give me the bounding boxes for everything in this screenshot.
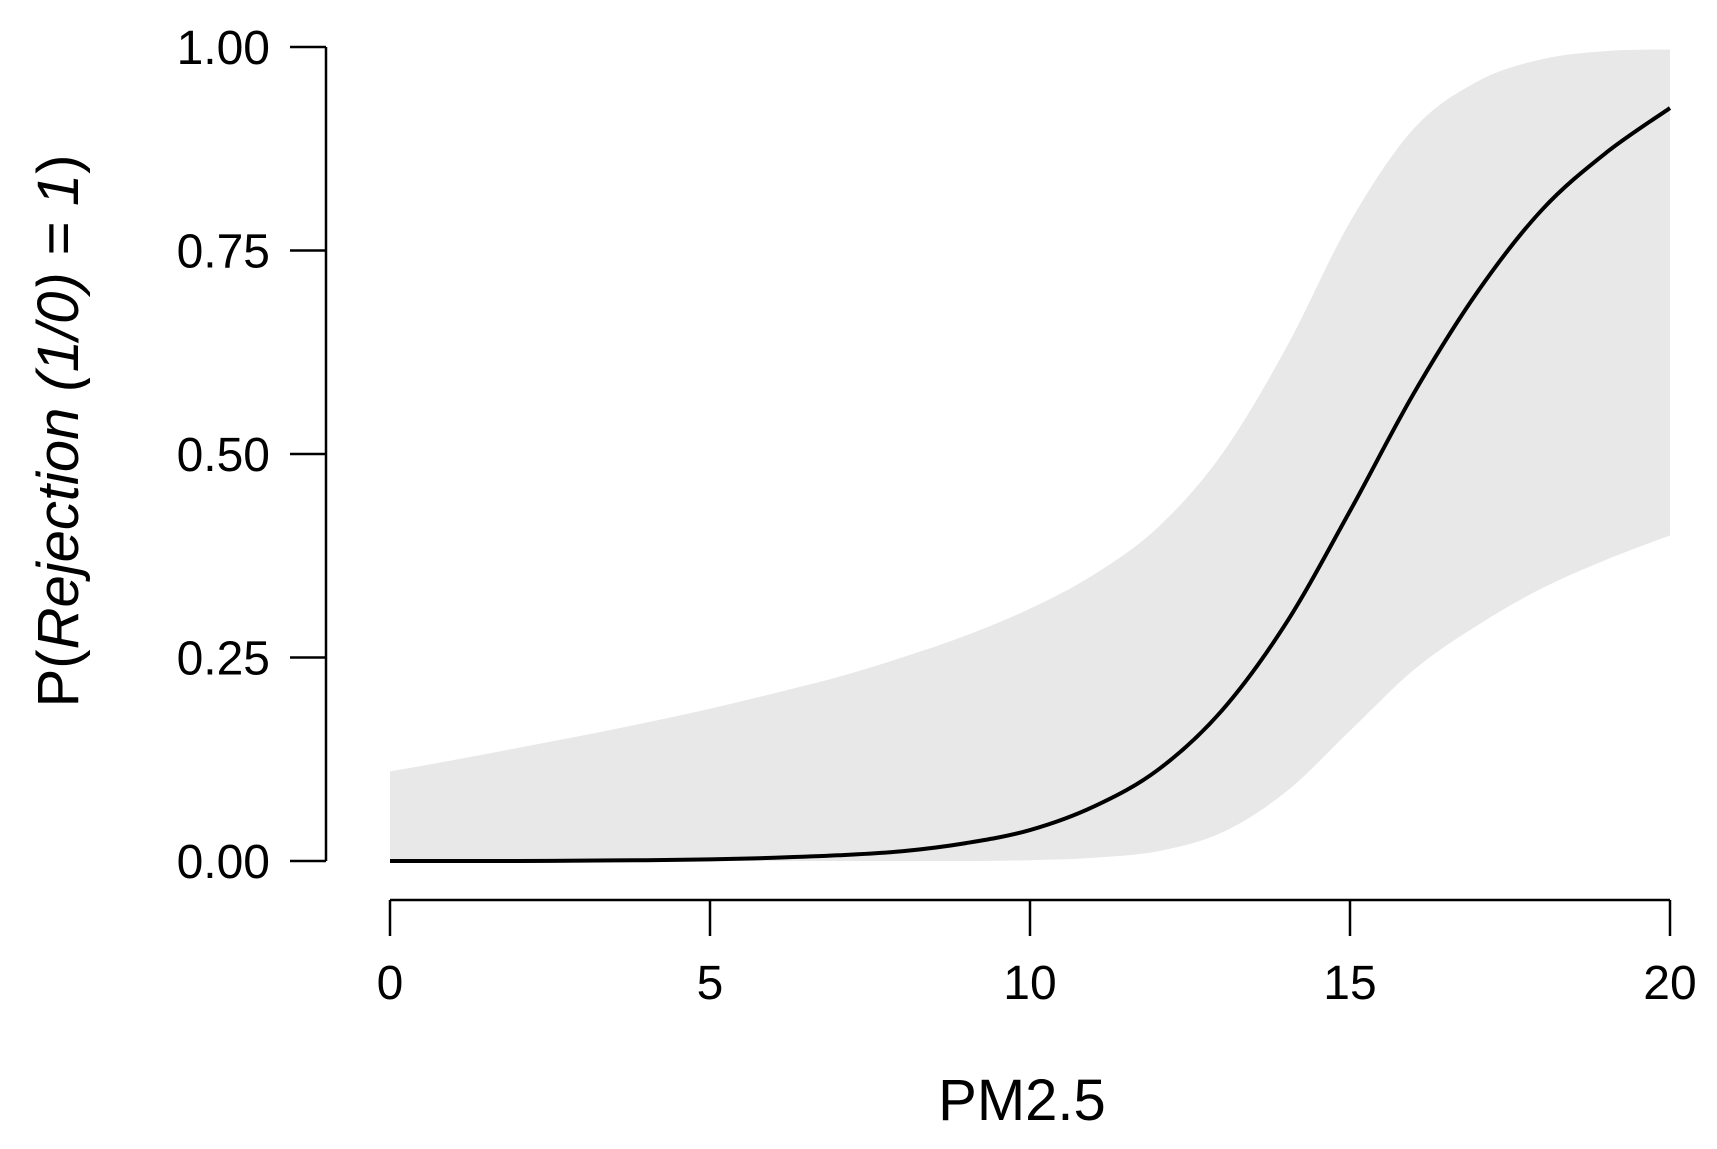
y-axis-title-italic: Rejection (1/0) = 1 bbox=[26, 174, 91, 650]
line-layer bbox=[390, 106, 1672, 864]
x-axis-title: PM2.5 bbox=[938, 1068, 1106, 1133]
confidence-band bbox=[390, 49, 1670, 862]
x-tick-label: 20 bbox=[1643, 957, 1696, 1010]
x-tick-label: 10 bbox=[1003, 957, 1056, 1010]
confidence-band-layer bbox=[390, 49, 1670, 862]
y-tick-label: 1.00 bbox=[177, 22, 270, 75]
y-axis-title: P(Rejection (1/0) = 1) bbox=[26, 155, 91, 708]
x-tick-label: 15 bbox=[1323, 957, 1376, 1010]
y-tick-label: 0.75 bbox=[177, 226, 270, 279]
y-tick-label: 0.50 bbox=[177, 429, 270, 482]
y-axis-ticks: 0.00 0.25 0.50 0.75 1.00 bbox=[177, 22, 326, 889]
y-axis-title-suffix: ) bbox=[26, 155, 91, 174]
y-tick-label: 0.25 bbox=[177, 633, 270, 686]
probability-curve bbox=[390, 106, 1672, 864]
x-axis-ticks: 0 5 10 15 20 bbox=[377, 900, 1697, 1010]
x-tick-label: 0 bbox=[377, 957, 404, 1010]
y-axis-title-prefix: P( bbox=[26, 649, 91, 707]
x-tick-label: 5 bbox=[697, 957, 724, 1010]
y-tick-label: 0.00 bbox=[177, 836, 270, 889]
